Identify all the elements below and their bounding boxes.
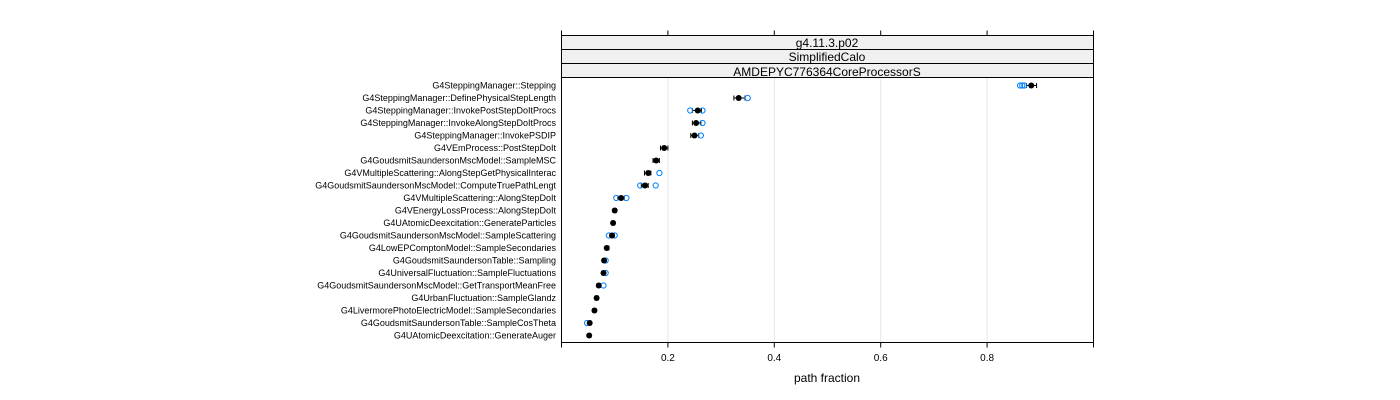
median-point: [691, 132, 698, 139]
median-point: [1028, 82, 1035, 89]
category-label: G4GoudsmitSaundersonTable::SampleCosThet…: [361, 318, 556, 328]
strip-label-1: g4.11.3.p02: [796, 36, 859, 50]
data-marks: [583, 82, 1038, 339]
median-point: [593, 295, 600, 301]
outlier-point: [1016, 82, 1024, 89]
strip-label-2: SimplifiedCalo: [789, 50, 866, 64]
x-tick-label: 0.4: [767, 353, 781, 364]
category-label: G4LivermorePhotoElectricModel::SampleSec…: [341, 306, 557, 316]
category-label: G4GoudsmitSaundersonMscModel::ComputeTru…: [315, 181, 556, 191]
category-label: G4GoudsmitSaundersonMscModel::SampleScat…: [340, 231, 556, 241]
category-label: G4UniversalFluctuation::SampleFluctuatio…: [378, 268, 556, 278]
bottom-axis-ticks: 0.2 0.4 0.6 0.8: [561, 342, 1094, 364]
outlier-point: [687, 107, 694, 114]
category-label: G4SteppingManager::InvokeAlongStepDoItPr…: [360, 118, 556, 128]
x-tick-label: 0.6: [874, 353, 888, 364]
category-label: G4GoudsmitSaundersonMscModel::GetTranspo…: [317, 281, 556, 291]
category-labels: G4SteppingManager::SteppingG4SteppingMan…: [315, 81, 556, 341]
median-point: [618, 195, 625, 201]
vertical-gridlines: [667, 78, 988, 343]
median-point: [603, 245, 610, 251]
top-axis-ticks: [561, 30, 1094, 36]
outlier-point: [699, 119, 706, 127]
category-label: G4GoudsmitSaundersonMscModel::SampleMSC: [360, 156, 556, 166]
outlier-point: [656, 169, 663, 177]
x-tick-label: 0.2: [661, 353, 675, 364]
category-label: G4SteppingManager::InvokePSDIP: [414, 131, 556, 141]
category-label: G4SteppingManager::InvokePostStepDoItPro…: [365, 106, 556, 116]
category-label: G4VMultipleScattering::AlongStepDoIt: [403, 193, 556, 203]
category-label: G4VMultipleScattering::AlongStepGetPhysi…: [344, 168, 556, 178]
median-point: [586, 332, 593, 339]
strip-headers: g4.11.3.p02 SimplifiedCalo AMDEPYC776364…: [561, 35, 1094, 79]
strip-label-3: AMDEPYC776364CoreProcessorS: [733, 65, 920, 79]
median-point: [642, 182, 649, 189]
plot-panel-border: [561, 35, 1094, 343]
median-point: [610, 220, 617, 226]
category-label: G4LowEPComptonModel::SampleSecondaries: [369, 243, 557, 253]
category-label: G4VEnergyLossProcess::AlongStepDoIt: [395, 206, 557, 216]
median-point: [694, 107, 701, 114]
median-point: [591, 307, 598, 314]
median-point: [661, 145, 668, 151]
category-label: G4SteppingManager::Stepping: [432, 81, 556, 91]
median-point: [693, 120, 700, 126]
median-point: [645, 170, 652, 176]
median-point: [586, 320, 593, 326]
outlier-point: [1019, 82, 1026, 89]
outlier-point: [1021, 82, 1028, 89]
category-label: G4UAtomicDeexcitation::GenerateParticles: [383, 218, 556, 228]
median-point: [611, 207, 618, 214]
outlier-point: [697, 132, 704, 139]
median-point: [600, 270, 607, 276]
x-axis-title: path fraction: [794, 371, 860, 385]
median-point: [653, 157, 660, 164]
category-label: G4GoudsmitSaundersonTable::Sampling: [393, 256, 556, 266]
outlier-point: [744, 94, 751, 102]
x-tick-label: 0.8: [980, 353, 994, 364]
median-point: [601, 257, 608, 264]
outlier-point: [652, 182, 659, 189]
category-label: G4UrbanFluctuation::SampleGlandz: [411, 293, 556, 303]
category-label: G4SteppingManager::DefinePhysicalStepLen…: [362, 93, 556, 103]
category-label: G4UAtomicDeexcitation::GenerateAuger: [394, 331, 556, 341]
median-point: [735, 95, 742, 101]
category-label: G4VEmProcess::PostStepDoIt: [434, 143, 557, 153]
median-point: [609, 232, 616, 239]
median-point: [595, 282, 602, 289]
